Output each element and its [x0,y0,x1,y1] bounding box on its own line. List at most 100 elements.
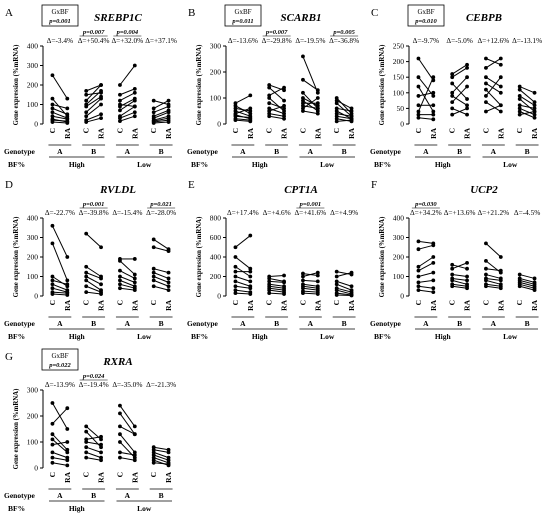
y-tick-label: 0 [400,120,404,129]
point-control [151,453,156,457]
subject-line [153,111,169,119]
subject-line [485,83,502,94]
point-ra [132,272,137,277]
group-pvalue: p=0.001 [82,201,105,208]
point-control [84,278,89,283]
point-control [450,266,455,271]
point-control [233,269,238,274]
point-ra [349,114,354,119]
point-control [50,437,55,442]
point-control [50,460,55,465]
condition-label-c: C [149,300,158,305]
point-ra [282,114,286,119]
point-control [84,455,89,460]
point-ra [132,276,137,281]
point-ra [99,88,103,93]
genotype-row-label: Genotype [370,319,402,328]
subject-line [269,105,285,112]
subject-line [119,111,135,119]
point-control [484,100,488,105]
genotype-value: B [525,147,530,156]
y-tick-label: 0 [34,464,38,473]
point-control [484,272,488,277]
point-ra [132,455,137,460]
y-tick-label: 400 [393,214,405,223]
condition-label-c: C [448,128,457,133]
condition-label-ra: RA [97,299,106,310]
condition-label-ra: RA [496,127,505,138]
point-ra [166,120,171,124]
point-control [118,83,122,87]
point-ra [99,445,103,450]
condition-label-c: C [48,300,57,305]
point-control [84,92,89,97]
point-control [118,282,122,287]
point-control [450,284,455,289]
point-ra [498,75,503,80]
subject-line [235,118,251,121]
point-ra [65,278,70,283]
point-ra [65,293,70,297]
point-ra [166,276,171,281]
delta-label: Δ=-29.8% [262,36,292,45]
point-control [84,270,89,275]
point-ra [99,455,103,460]
y-axis-label: Gene expression (%mRNA) [13,389,20,470]
delta-label: Δ=-19.5% [295,36,325,45]
point-control [301,103,305,108]
point-ra [132,450,137,455]
point-control [450,112,455,117]
point-ra [65,106,70,111]
point-ra [248,274,253,279]
subject-line [52,279,68,285]
subject-line [519,283,535,289]
point-control [416,239,421,244]
point-control [151,278,156,283]
subject-line [302,272,318,277]
subject-line [302,287,318,291]
point-control [267,101,272,106]
subject-line [119,283,135,289]
point-control [416,247,421,252]
point-ra [99,282,103,287]
subject-line [485,101,502,112]
subject-line [336,287,352,293]
point-control [416,280,421,285]
point-control [151,237,156,242]
delta-label: Δ=-13.1% [512,36,542,45]
point-ra [465,260,469,265]
subject-line [302,97,319,109]
interaction-label: GxBF [51,352,68,360]
y-tick-label: 100 [393,272,405,281]
point-control [233,118,238,122]
subject-line [119,260,136,275]
panel-C: C CEBPB GxBF p=0.010 Δ=-9.7% Δ=-5.0% Δ=+12.6% Δ… [370,4,542,169]
point-control [118,278,122,283]
condition-label-c: C [265,128,274,133]
subject-line [519,277,535,283]
condition-label-ra: RA [246,299,255,310]
gene-title: RVLDL [99,184,136,196]
point-control [50,120,55,124]
y-tick-label: 200 [27,412,39,421]
genotype-value: B [457,319,462,328]
condition-label-ra: RA [164,471,173,482]
point-ra [532,276,537,281]
subject-line [119,88,135,96]
point-control [118,268,122,273]
point-control [84,437,89,442]
point-ra [99,458,103,463]
point-control [151,266,156,271]
group-pvalue: p=0.007 [82,29,105,36]
point-ra [532,288,537,293]
point-ra [132,110,137,115]
point-ra [431,290,436,294]
point-ra [431,270,436,275]
condition-label-c: C [231,300,240,305]
subject-line [86,436,102,440]
genotype-value: B [457,147,462,156]
point-ra [465,106,469,111]
bf-value: Low [137,160,152,169]
subject-line [519,89,535,103]
point-ra [65,96,70,101]
